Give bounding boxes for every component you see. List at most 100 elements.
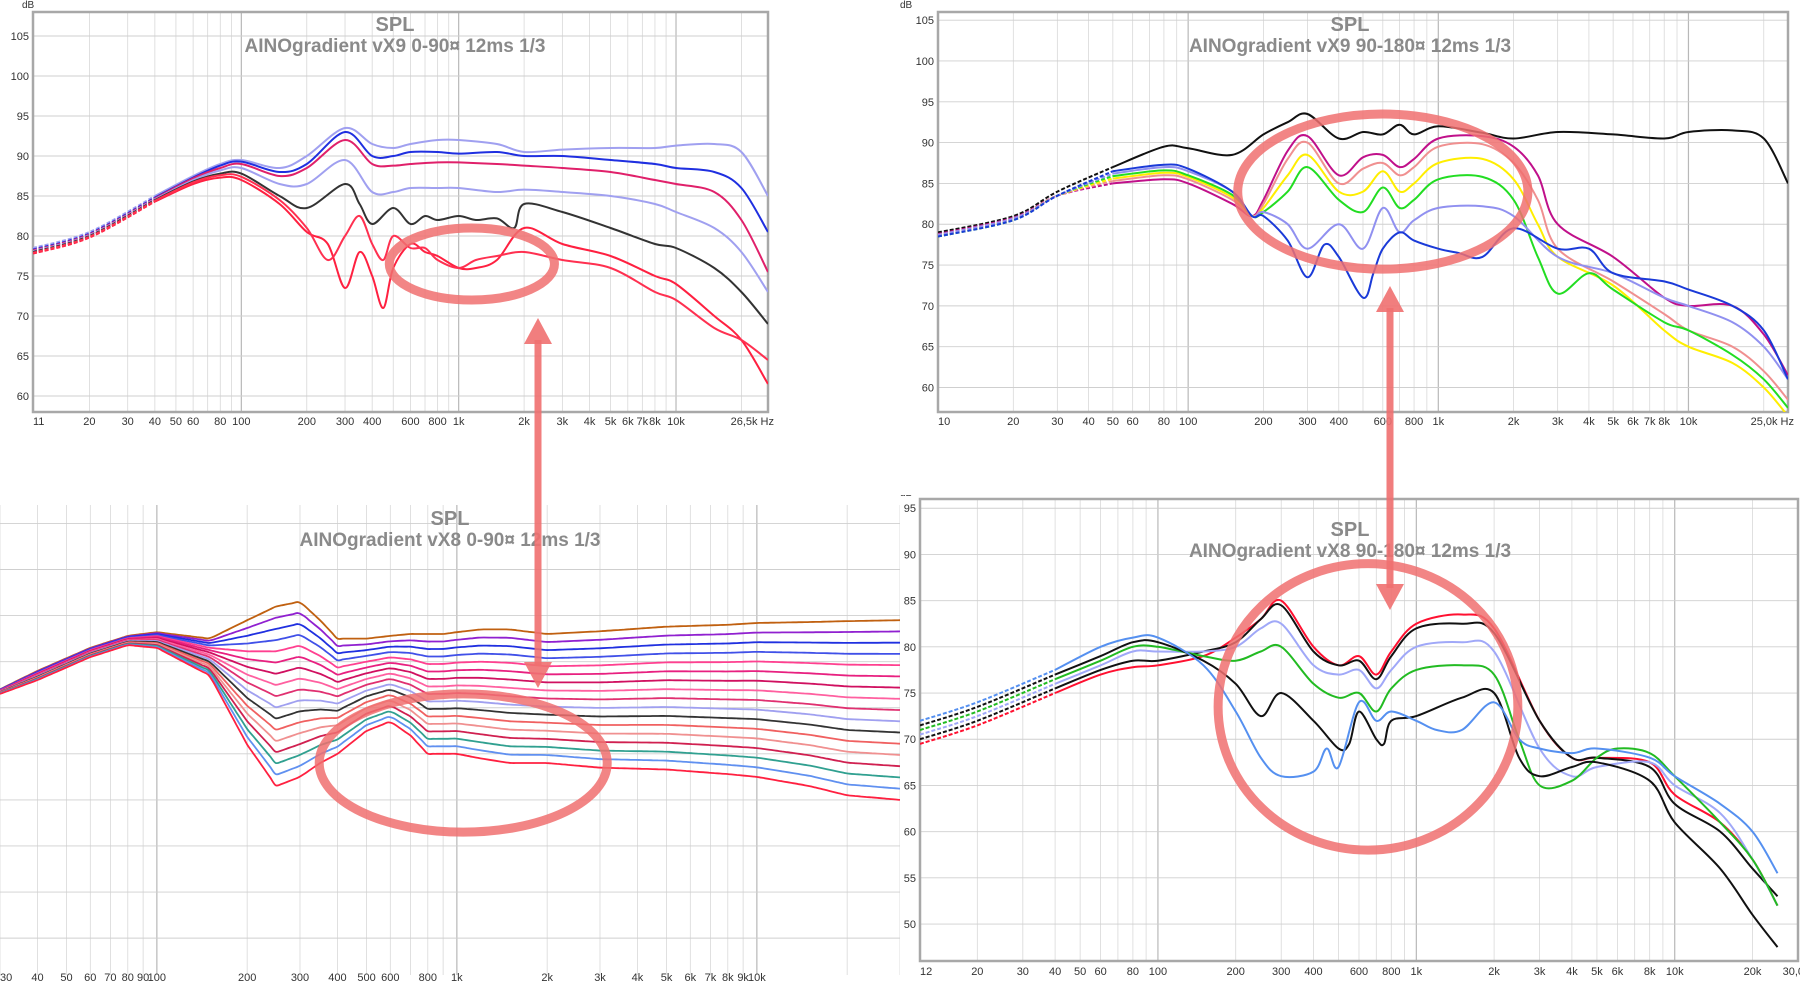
y-tick-label: 100 [916, 56, 934, 68]
series-line-lowfreq [33, 196, 156, 251]
x-tick-label: 300 [291, 972, 309, 984]
chart-svg-top-right: 10 20 30 40 50 60 80 100 200 300 400 600 800 1k 2k 3k 4k… [900, 0, 1794, 428]
x-tick-label: 60 [1094, 966, 1106, 978]
series-line [154, 131, 768, 233]
x-tick-label: 6k [1627, 416, 1639, 428]
x-tick-label: 10k [1680, 416, 1698, 428]
x-tick-label: 4k [584, 416, 596, 428]
y-tick-label: 60 [922, 383, 934, 395]
x-tick-label: 800 [1405, 416, 1423, 428]
x-tick-label: 80 [1127, 966, 1139, 978]
series-line [1054, 634, 1779, 874]
x-tick-label: 4k [1583, 416, 1595, 428]
chart-panel-bottom-right: 12 20 30 40 50 60 80 100 200 300 400 600 800 1k 2k 3k 4k… [900, 495, 1800, 988]
highlight-ellipse [384, 223, 559, 305]
x-tick-label: 600 [1350, 966, 1368, 978]
grid [937, 12, 1788, 412]
x-tick-label: 30 [1017, 966, 1029, 978]
x-tick-label: 5k [661, 972, 673, 984]
y-tick-label: 70 [904, 734, 916, 746]
series-line [154, 170, 768, 325]
x-tick-label: 600 [1374, 416, 1392, 428]
x-tick-label: 1k [1432, 416, 1444, 428]
series-group [0, 601, 900, 801]
x-tick-label: 60 [187, 416, 199, 428]
series-line [1112, 163, 1788, 380]
y-tick-label: 90 [17, 151, 29, 163]
x-tick-label: 3k [1552, 416, 1564, 428]
x-tick-label: 5k [605, 416, 617, 428]
x-tick-label: 20 [1007, 416, 1019, 428]
series-group [920, 598, 1779, 948]
x-tick-label: 40 [149, 416, 161, 428]
y-tick-label: 90 [922, 138, 934, 150]
plot-frame [936, 10, 1790, 414]
x-tick-label: 7k [705, 972, 717, 984]
chart-svg-bottom-right: 12 20 30 40 50 60 80 100 200 300 400 600 800 1k 2k 3k 4k… [900, 495, 1800, 978]
y-tick-label: 70 [17, 311, 29, 323]
x-tick-label: 3k [1534, 966, 1546, 978]
y-tick-label: 70 [922, 301, 934, 313]
x-tick-label: 26,5k Hz [731, 416, 774, 428]
x-tick-label: 300 [1272, 966, 1290, 978]
y-tick-label: 95 [904, 503, 916, 515]
x-tick-label: 20k [1744, 966, 1762, 978]
x-tick-label: 10 [938, 416, 950, 428]
grid [33, 12, 768, 412]
grid [920, 499, 1799, 961]
x-tick-label: 200 [298, 416, 316, 428]
y-tick-label: 85 [17, 191, 29, 203]
series-line [1112, 112, 1788, 184]
x-tick-label: 80 [122, 972, 134, 984]
x-tick-label: 200 [238, 972, 256, 984]
x-tick-label: 100 [232, 416, 250, 428]
y-axis-unit-label: dB [22, 0, 35, 11]
series-line-lowfreq [920, 678, 1056, 731]
highlight-ellipse [314, 689, 612, 837]
x-tick-label: 200 [1227, 966, 1245, 978]
x-tick-label: 80 [1158, 416, 1170, 428]
x-tick-label: 40 [31, 972, 43, 984]
y-axis-unit-label: dB [900, 495, 913, 499]
series-line-lowfreq [938, 170, 1114, 238]
x-tick-label: 11 [33, 416, 44, 428]
x-tick-label: 5k [1591, 966, 1603, 978]
x-tick-label: 200 [1254, 416, 1272, 428]
series-line-lowfreq [920, 692, 1056, 745]
x-tick-label: 500 [357, 972, 375, 984]
series-line-lowfreq [938, 182, 1114, 235]
y-tick-label: 75 [17, 271, 29, 283]
series-line [1112, 166, 1788, 409]
x-tick-label: 70 [104, 972, 116, 984]
plot-frame [31, 10, 770, 414]
x-tick-label: 6k [684, 972, 696, 984]
chart-svg-top-left: 11 20 30 40 50 60 80 100 200 300 400 600 800 1k 2k 3k 4k… [11, 0, 774, 428]
x-tick-label: 10k [748, 972, 766, 984]
y-tick-label: 80 [922, 219, 934, 231]
x-tick-label: 80 [214, 416, 226, 428]
y-tick-label: 65 [17, 351, 29, 363]
x-tick-label: 6k [622, 416, 634, 428]
x-tick-label: 60 [1127, 416, 1139, 428]
x-tick-label: 50 [1107, 416, 1119, 428]
y-tick-label: 95 [922, 97, 934, 109]
y-tick-label: 60 [904, 827, 916, 839]
series-line [154, 126, 768, 197]
x-tick-label: 800 [428, 416, 446, 428]
x-tick-label: 2k [1488, 966, 1500, 978]
y-tick-label: 60 [17, 391, 29, 403]
highlight-ellipse [1213, 559, 1523, 855]
series-line-lowfreq [920, 687, 1056, 741]
y-tick-label: 65 [922, 342, 934, 354]
x-tick-label: 3k [557, 416, 569, 428]
x-tick-label: 8k [1658, 416, 1670, 428]
x-tick-label: 12 [920, 966, 932, 978]
x-tick-label: 100 [1179, 416, 1197, 428]
x-tick-label: 2k [518, 416, 530, 428]
series-line-lowfreq [920, 682, 1056, 736]
chart-panel-top-left: 11 20 30 40 50 60 80 100 200 300 400 600 800 1k 2k 3k 4k… [0, 0, 790, 505]
series-line [1112, 165, 1788, 380]
y-tick-label: 80 [904, 642, 916, 654]
y-tick-label: 55 [904, 873, 916, 885]
